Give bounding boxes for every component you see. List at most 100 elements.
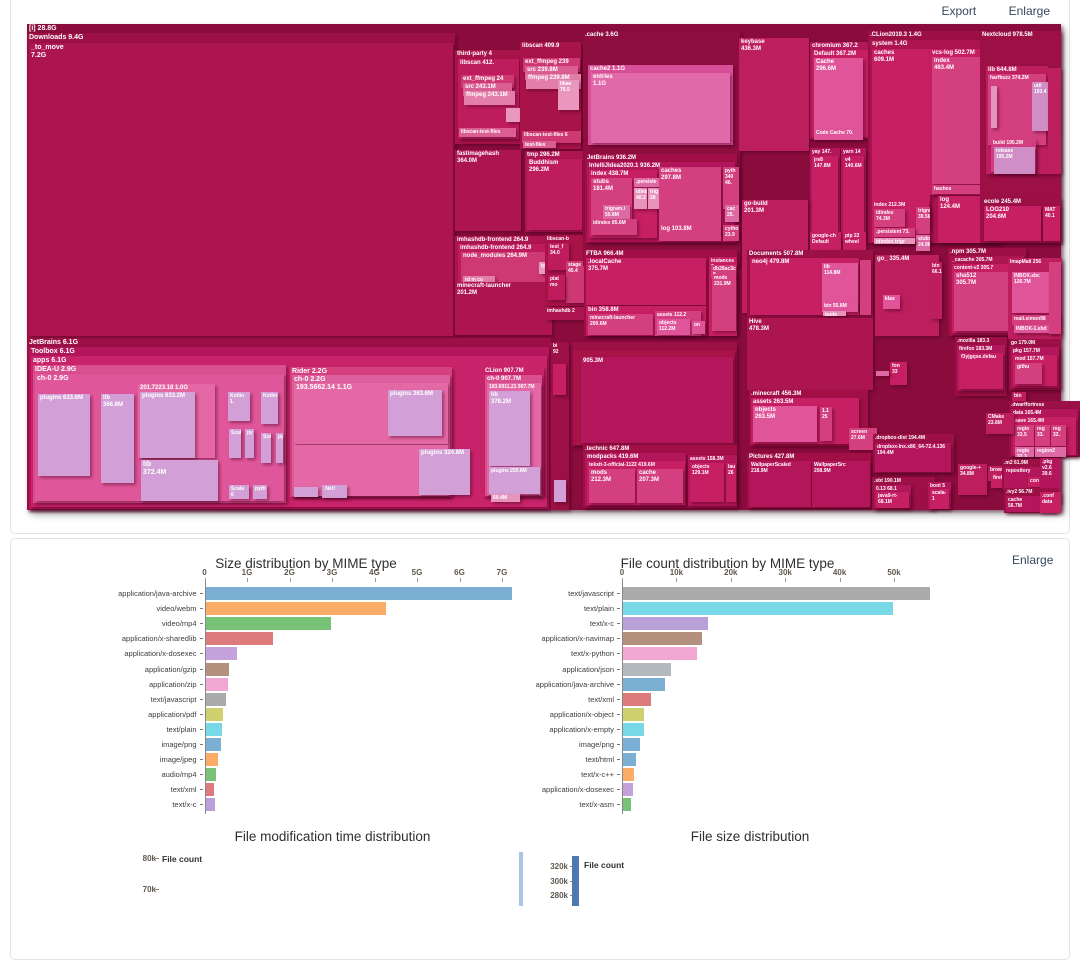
treemap-node[interactable]: INBOX-1.sbd (1014, 325, 1059, 333)
treemap-node[interactable]: hashes (932, 185, 996, 194)
bar[interactable] (205, 692, 226, 706)
treemap[interactable]: [i] 28.8G Downloads 9.4G _to_move 7.2G thir… (27, 24, 1080, 513)
treemap-node[interactable]: trigrar 39.5M (916, 207, 930, 234)
treemap-node[interactable]: MAT 40.1 (1043, 206, 1060, 241)
treemap-node[interactable]: rd m co (463, 276, 495, 285)
enlarge-button[interactable]: Enlarge (1008, 4, 1050, 18)
bar[interactable] (205, 632, 273, 646)
treemap-node[interactable]: _to_move 7.2G (29, 43, 453, 336)
bar[interactable] (205, 677, 228, 691)
treemap-node[interactable]: region2 (1035, 447, 1066, 457)
treemap-node[interactable]: Hive 478.3M (747, 318, 873, 390)
treemap-node[interactable]: pyth (253, 485, 267, 499)
treemap-node[interactable]: fastimagehash 364.0M (455, 150, 521, 231)
treemap-node[interactable] (991, 86, 997, 128)
treemap-node[interactable]: objects 129.1M (690, 463, 724, 502)
treemap-node[interactable]: CMake 23.8M (986, 413, 1014, 434)
treemap-node[interactable]: .localCache 375.7M (586, 258, 706, 305)
treemap-node[interactable] (1049, 262, 1061, 334)
treemap-node[interactable]: klas (883, 295, 900, 309)
treemap-node[interactable]: regio 33.5 (1015, 425, 1034, 446)
treemap-node[interactable]: ffmpeg 243.1M (464, 91, 515, 105)
treemap-node[interactable]: libscan-test-files (459, 128, 516, 137)
treemap-node[interactable]: WallpaperScaled 218.9M (749, 461, 811, 507)
treemap-node[interactable]: Code Cache 70. (814, 129, 863, 140)
treemap-node[interactable]: .persistent 73. (874, 228, 915, 237)
treemap-node[interactable]: caches 297.8M (659, 167, 721, 235)
treemap-node[interactable]: lau 26 (726, 463, 736, 502)
treemap-node[interactable]: trig 28 (648, 188, 659, 209)
bar[interactable] (623, 602, 894, 616)
bar[interactable] (623, 692, 652, 706)
treemap-node[interactable]: keybase 436.3M (739, 38, 809, 151)
treemap-node[interactable]: test_f 34.0 (548, 243, 569, 270)
treemap-node[interactable]: .conf data (1040, 492, 1061, 513)
bar[interactable] (205, 587, 512, 600)
treemap-node[interactable] (506, 108, 520, 122)
bar[interactable] (205, 602, 387, 616)
treemap-node[interactable]: libscan-test-files 6 (522, 131, 581, 143)
treemap-node[interactable] (553, 364, 566, 395)
treemap-node[interactable]: bin 55.8M (822, 302, 858, 312)
treemap-node[interactable]: google-ch Default (810, 232, 841, 255)
treemap-node[interactable]: regio 33.3 (1015, 447, 1034, 457)
bar[interactable] (623, 783, 634, 797)
treemap-node[interactable]: mods 212.3M (589, 469, 635, 503)
treemap-node[interactable]: entries 1.1G (591, 73, 730, 143)
bar[interactable] (205, 707, 223, 721)
treemap-node[interactable]: fon 33 (890, 362, 907, 385)
treemap-node[interactable]: WallpaperSrc 208.9M (812, 461, 870, 507)
treemap-node[interactable]: cac 25. (725, 205, 739, 222)
treemap-node[interactable]: py (245, 429, 254, 458)
treemap-node[interactable]: plugins 633.2M (140, 392, 195, 458)
treemap-node[interactable]: tools (823, 311, 846, 316)
bar[interactable] (205, 722, 222, 736)
treemap-node[interactable]: Scal (229, 429, 241, 458)
treemap-node[interactable]: pyth 340 46. (723, 167, 739, 209)
bar[interactable] (205, 662, 229, 676)
treemap-node[interactable]: f3yjgqse.defau (959, 353, 1003, 389)
treemap-node[interactable]: reg 33. (1035, 425, 1050, 446)
treemap-node[interactable]: minecraft-launcher 200.6M (588, 314, 653, 335)
treemap-node[interactable]: idindex 85.6M (591, 219, 637, 235)
treemap-node[interactable]: test-files (523, 141, 556, 148)
treemap-node[interactable]: idind 40.2 (634, 188, 647, 209)
treemap-node[interactable]: dropbox-lnx.x86_64-72.4.136 194.4M (875, 443, 951, 472)
treemap-node[interactable]: caches 609.1M (872, 49, 930, 229)
treemap-node[interactable]: google-+ 34.8M (958, 464, 987, 495)
export-button[interactable]: Export (941, 4, 977, 18)
treemap-node[interactable]: plugins 633.6M (38, 394, 90, 476)
treemap-node[interactable]: objects 263.5M (753, 406, 817, 442)
treemap-node[interactable] (1048, 68, 1061, 174)
treemap-node[interactable]: bin (1012, 392, 1026, 401)
treemap-node[interactable] (876, 371, 889, 376)
treemap-node[interactable]: bin 66.1 (930, 262, 942, 319)
bar[interactable] (623, 632, 702, 646)
treemap-node[interactable]: Kotlin 1. (228, 392, 250, 421)
bar[interactable] (205, 798, 216, 812)
treemap-node[interactable]: githu (1015, 363, 1042, 384)
treemap-node[interactable]: v4 140.6M (843, 156, 864, 237)
bar[interactable] (623, 768, 634, 782)
treemap-node[interactable]: cache 207.3M (637, 469, 683, 503)
histogram-bar[interactable] (519, 852, 523, 906)
treemap-node[interactable]: java9-rt- 68.1M (876, 492, 909, 508)
treemap-node[interactable] (554, 480, 566, 502)
treemap-node[interactable]: 60.4M (491, 494, 520, 502)
bar[interactable] (623, 722, 644, 736)
treemap-node[interactable]: LOG210 204.6M (984, 206, 1041, 241)
treemap-node[interactable]: idindex trigr (874, 238, 915, 244)
treemap-node[interactable]: on (692, 321, 705, 334)
treemap-node[interactable]: py (276, 433, 283, 463)
treemap-node[interactable]: Buddhism 296.2M (527, 159, 582, 230)
treemap-node[interactable]: pip 22 wheel (843, 232, 866, 255)
treemap-node[interactable]: jre8 147.8M (812, 156, 838, 237)
treemap-node[interactable]: plugins 250.8M (489, 467, 540, 494)
treemap-node[interactable]: mods 231.9M (712, 274, 736, 331)
bar[interactable] (623, 587, 930, 600)
treemap-node[interactable]: lib 378.2M (489, 391, 530, 466)
treemap-node[interactable]: lib 114.8M (822, 263, 858, 308)
treemap-node[interactable]: lib 366.8M (101, 394, 134, 483)
bar[interactable] (623, 617, 708, 631)
treemap-node[interactable]: cytho 23.9 (723, 225, 739, 241)
